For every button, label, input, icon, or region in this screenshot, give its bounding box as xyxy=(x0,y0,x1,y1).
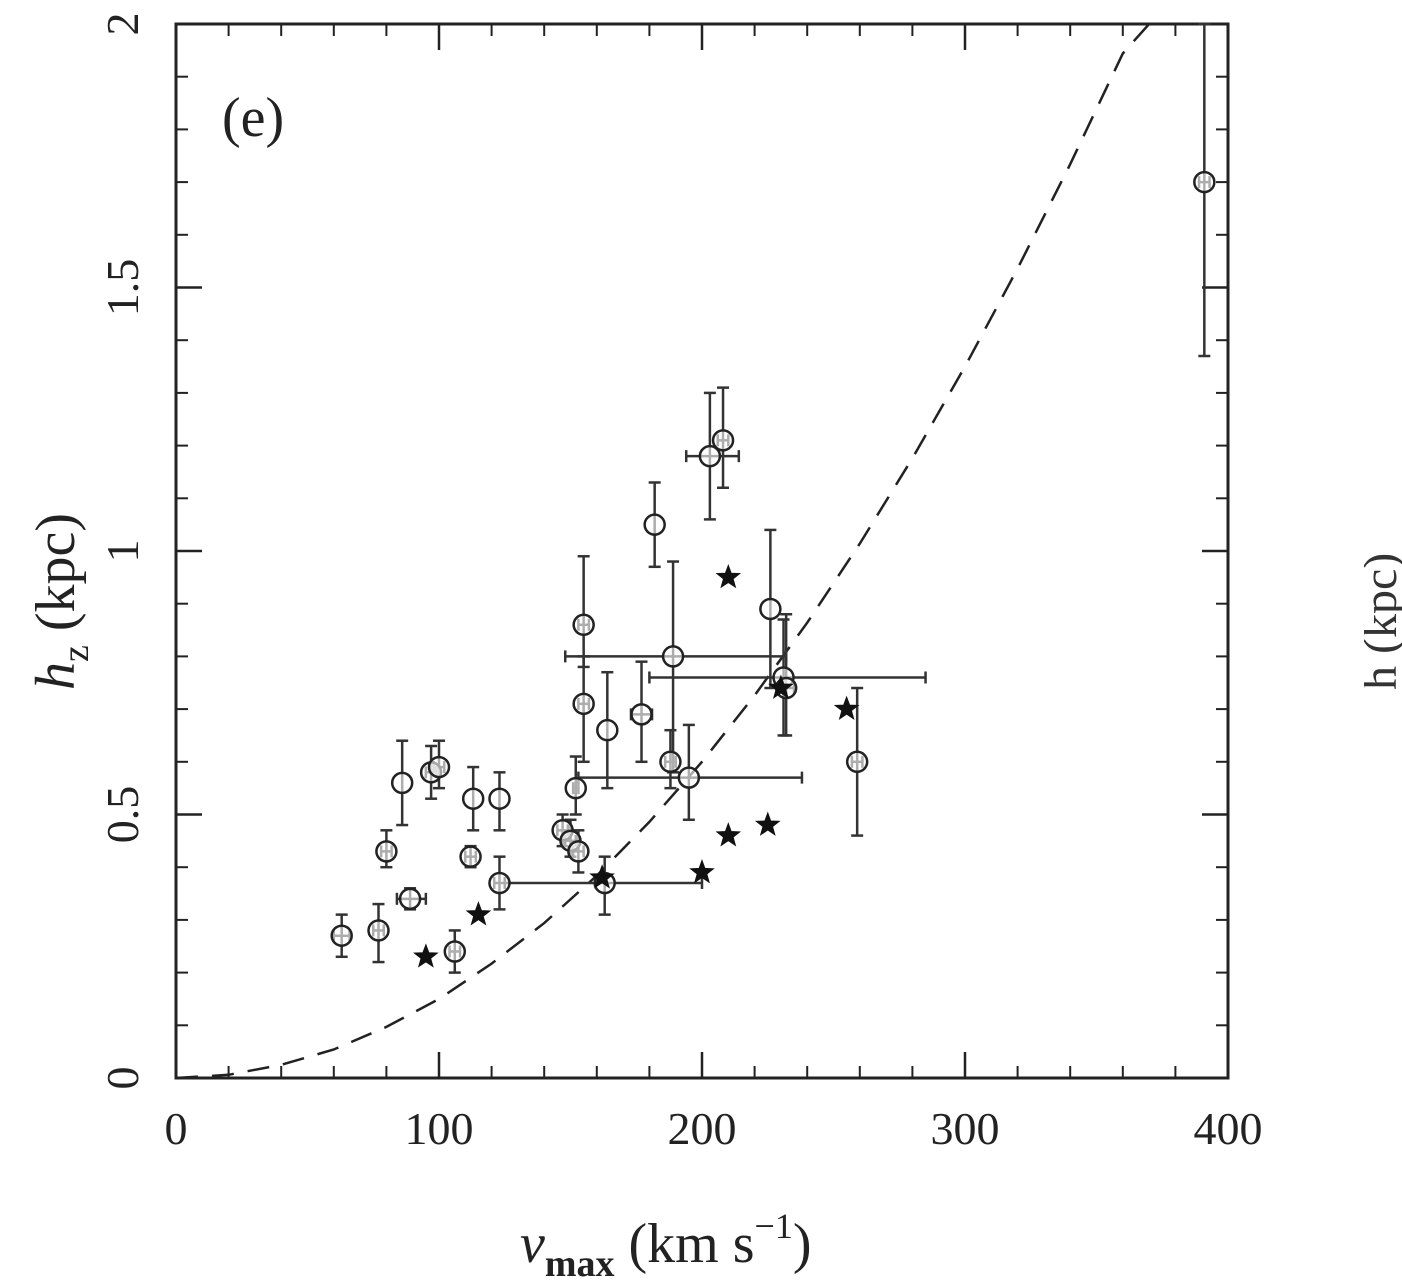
y-tick-label: 0.5 xyxy=(97,786,148,844)
circle-marker xyxy=(488,871,511,895)
star-marker xyxy=(715,563,742,589)
star-marker xyxy=(689,859,715,884)
x-axis-units-open: (km s xyxy=(629,1213,755,1275)
circle-marker xyxy=(461,787,485,810)
y-axis-units: (kpc) xyxy=(25,513,87,631)
circle-marker xyxy=(661,645,685,668)
adjacent-panel-edge: h (kpc) xyxy=(1354,553,1402,690)
circle-marker xyxy=(698,444,722,468)
circle-marker xyxy=(367,919,390,942)
circle-marker xyxy=(677,766,701,789)
circle-marker xyxy=(659,750,682,774)
circle-marker xyxy=(443,940,467,963)
circle-marker xyxy=(845,750,869,774)
y-tick-label: 2 xyxy=(97,13,148,36)
adjacent-panel-ylabel-partial: h (kpc) xyxy=(1354,553,1402,690)
circle-marker xyxy=(1193,170,1216,194)
circle-marker xyxy=(427,755,451,779)
circle-marker xyxy=(711,429,735,452)
star-marker xyxy=(589,864,615,889)
x-axis-title: vmax (km s−1) xyxy=(520,1206,811,1285)
y-axis-symbol: h xyxy=(25,662,87,690)
y-tick-label: 1 xyxy=(97,540,148,563)
x-tick-label: 400 xyxy=(1194,1103,1263,1154)
x-axis-units-sup: −1 xyxy=(755,1206,793,1246)
y-axis-subscript: z xyxy=(55,645,97,662)
y-tick-label: 0 xyxy=(97,1067,148,1090)
circle-marker xyxy=(567,840,590,863)
circle-marker xyxy=(596,718,619,742)
circle-marker xyxy=(572,692,595,716)
star-marker xyxy=(768,674,794,699)
circle-marker xyxy=(488,787,511,810)
star-marker xyxy=(754,811,781,836)
circle-marker xyxy=(398,887,422,911)
panel-label: (e) xyxy=(222,87,284,149)
marker-layer xyxy=(330,170,1216,968)
star-marker xyxy=(833,695,860,720)
x-tick-label: 200 xyxy=(668,1103,737,1154)
circle-marker xyxy=(330,924,353,947)
minor-ticks xyxy=(175,23,1229,1079)
x-tick-labels: 0 100 200 300 400 xyxy=(165,1103,1263,1154)
star-marker xyxy=(465,901,492,926)
circle-marker xyxy=(759,597,782,621)
y-tick-label: 1.5 xyxy=(97,259,148,317)
circle-marker xyxy=(572,613,595,637)
circle-marker xyxy=(630,703,653,726)
circle-point-errorbars xyxy=(577,555,591,669)
circle-marker xyxy=(390,771,414,795)
star-marker xyxy=(413,943,439,968)
x-axis-subscript: max xyxy=(545,1243,615,1285)
star-marker xyxy=(715,822,742,847)
y-tick-labels: 0 0.5 1 1.5 2 xyxy=(97,13,148,1090)
circle-marker xyxy=(375,840,398,863)
circle-marker xyxy=(564,776,588,800)
x-tick-label: 100 xyxy=(405,1103,474,1154)
x-axis-units-close: ) xyxy=(793,1213,812,1275)
y-axis-title: hz (kpc) xyxy=(25,513,97,690)
model-curve-dashed xyxy=(175,23,1151,1080)
circle-marker xyxy=(459,845,482,868)
x-tick-label: 300 xyxy=(931,1103,1000,1154)
major-ticks xyxy=(174,22,1230,1080)
x-tick-label: 0 xyxy=(165,1103,188,1154)
plot-frame xyxy=(174,22,1230,1080)
model-curve-layer xyxy=(175,23,1151,1080)
circle-marker xyxy=(643,513,666,536)
x-axis-symbol: v xyxy=(520,1213,545,1275)
plot-border xyxy=(174,22,1230,1080)
